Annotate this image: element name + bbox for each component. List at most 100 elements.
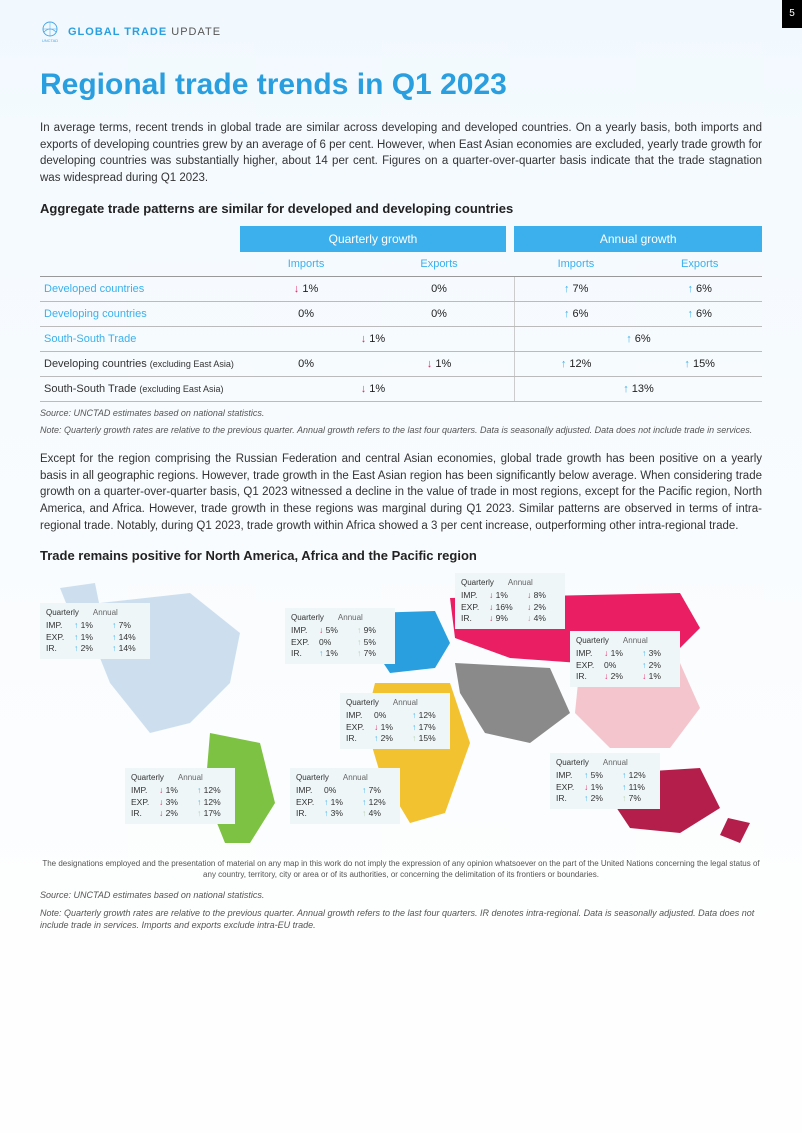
arrow-up-icon: ↑ xyxy=(687,308,693,320)
arrow-up-icon: ↑ xyxy=(74,643,78,653)
row-label: Developed countries xyxy=(40,276,240,301)
aggregate-trade-table: Quarterly growth Annual growth Imports E… xyxy=(40,226,762,402)
page-number-tab: 5 xyxy=(782,0,802,28)
arrow-up-icon: ↑ xyxy=(622,793,626,803)
arrow-up-icon: ↑ xyxy=(197,785,201,795)
arrow-down-icon: ↓ xyxy=(489,613,493,623)
page: 5 UNCTAD GLOBAL TRADE UPDATE Regional tr… xyxy=(0,0,802,1133)
arrow-down-icon: ↓ xyxy=(361,333,367,345)
row-label: Developing countries (excluding East Asi… xyxy=(40,351,240,376)
region-callout-south-america: QuarterlyAnnualIMP.↓ 1%↑ 12%EXP.↓ 3%↑ 12… xyxy=(125,768,235,824)
map-heading: Trade remains positive for North America… xyxy=(40,548,762,563)
callout-col-annual: Annual xyxy=(338,612,363,623)
arrow-down-icon: ↓ xyxy=(489,590,493,600)
arrow-down-icon: ↓ xyxy=(527,613,531,623)
table-row: South-South Trade (excluding East Asia)↓… xyxy=(40,376,762,401)
table-source: Source: UNCTAD estimates based on nation… xyxy=(40,408,762,420)
arrow-up-icon: ↑ xyxy=(357,648,361,658)
arrow-down-icon: ↓ xyxy=(642,671,646,681)
q-imports-cell: 0% xyxy=(240,301,372,326)
imp-label: IMP. xyxy=(131,785,153,797)
callout-col-annual: Annual xyxy=(623,635,648,646)
arrow-up-icon: ↑ xyxy=(112,620,116,630)
arrow-down-icon: ↓ xyxy=(361,383,367,395)
imp-label: IMP. xyxy=(576,648,598,660)
a-exports-cell: ↑ 6% xyxy=(637,276,762,301)
table-row: Developing countries (excluding East Asi… xyxy=(40,351,762,376)
col-group-quarterly: Quarterly growth xyxy=(240,226,506,252)
callout-col-quarterly: Quarterly xyxy=(576,635,609,646)
exp-label: EXP. xyxy=(576,660,598,672)
arrow-up-icon: ↑ xyxy=(362,808,366,818)
callout-col-quarterly: Quarterly xyxy=(131,772,164,783)
page-title: Regional trade trends in Q1 2023 xyxy=(40,68,762,102)
region-callout-mideast-sasia: QuarterlyAnnualIMP.0%↑ 12%EXP.↓ 1%↑ 17%I… xyxy=(340,693,450,749)
arrow-up-icon: ↑ xyxy=(564,283,570,295)
callout-col-quarterly: Quarterly xyxy=(291,612,324,623)
a-imports-cell: ↑ 7% xyxy=(514,276,637,301)
un-emblem-icon xyxy=(40,20,60,38)
subcol-a-imports: Imports xyxy=(514,252,637,277)
exp-label: EXP. xyxy=(296,797,318,809)
regional-trade-map: QuarterlyAnnualIMP.↑ 1%↑ 7%EXP.↑ 1%↑ 14%… xyxy=(40,573,760,853)
arrow-up-icon: ↑ xyxy=(642,648,646,658)
table-row: Developed countries↓ 1%0%↑ 7%↑ 6% xyxy=(40,276,762,301)
exp-label: EXP. xyxy=(131,797,153,809)
a-exports-cell: ↑ 6% xyxy=(637,301,762,326)
arrow-down-icon: ↓ xyxy=(159,808,163,818)
imp-label: IMP. xyxy=(461,590,483,602)
ir-label: IR. xyxy=(346,733,368,745)
annual-cell: ↑ 13% xyxy=(514,376,762,401)
imp-label: IMP. xyxy=(346,710,368,722)
arrow-down-icon: ↓ xyxy=(374,722,378,732)
arrow-up-icon: ↑ xyxy=(564,308,570,320)
q-imports-cell: 0% xyxy=(240,351,372,376)
arrow-up-icon: ↑ xyxy=(584,793,588,803)
ir-label: IR. xyxy=(461,613,483,625)
callout-col-quarterly: Quarterly xyxy=(296,772,329,783)
arrow-down-icon: ↓ xyxy=(527,602,531,612)
subcol-a-exports: Exports xyxy=(637,252,762,277)
q-exports-cell: 0% xyxy=(372,276,506,301)
callout-col-annual: Annual xyxy=(93,607,118,618)
table-heading: Aggregate trade patterns are similar for… xyxy=(40,201,762,216)
a-exports-cell: ↑ 15% xyxy=(637,351,762,376)
exp-label: EXP. xyxy=(556,782,578,794)
ir-label: IR. xyxy=(556,793,578,805)
arrow-up-icon: ↑ xyxy=(412,733,416,743)
brand-light: UPDATE xyxy=(167,26,221,38)
q-exports-cell: 0% xyxy=(372,301,506,326)
region-callout-europe: QuarterlyAnnualIMP.↓ 5%↑ 9%EXP.0%↑ 5%IR.… xyxy=(285,608,395,664)
arrow-up-icon: ↑ xyxy=(623,383,629,395)
imp-label: IMP. xyxy=(291,625,313,637)
arrow-down-icon: ↓ xyxy=(427,358,433,370)
arrow-up-icon: ↑ xyxy=(626,333,632,345)
table-row: South-South Trade↓ 1%↑ 6% xyxy=(40,326,762,351)
exp-label: EXP. xyxy=(46,632,68,644)
q-exports-cell: ↓ 1% xyxy=(372,351,506,376)
arrow-up-icon: ↑ xyxy=(357,625,361,635)
arrow-up-icon: ↑ xyxy=(324,797,328,807)
ir-label: IR. xyxy=(576,671,598,683)
arrow-up-icon: ↑ xyxy=(362,785,366,795)
region-callout-russia-casia: QuarterlyAnnualIMP.↓ 1%↓ 8%EXP.↓ 16%↓ 2%… xyxy=(455,573,565,629)
callout-col-quarterly: Quarterly xyxy=(346,697,379,708)
arrow-up-icon: ↑ xyxy=(197,808,201,818)
arrow-up-icon: ↑ xyxy=(74,620,78,630)
arrow-up-icon: ↑ xyxy=(319,648,323,658)
row-label: South-South Trade (excluding East Asia) xyxy=(40,376,240,401)
arrow-down-icon: ↓ xyxy=(294,283,300,295)
arrow-down-icon: ↓ xyxy=(527,590,531,600)
col-group-annual: Annual growth xyxy=(514,226,762,252)
row-label: Developing countries xyxy=(40,301,240,326)
logo-caption: UNCTAD xyxy=(42,39,58,43)
region-callout-east-asia: QuarterlyAnnualIMP.↓ 1%↑ 3%EXP.0%↑ 2%IR.… xyxy=(570,631,680,687)
arrow-down-icon: ↓ xyxy=(159,785,163,795)
quarterly-cell: ↓ 1% xyxy=(240,376,506,401)
arrow-up-icon: ↑ xyxy=(357,637,361,647)
row-label: South-South Trade xyxy=(40,326,240,351)
arrow-up-icon: ↑ xyxy=(74,632,78,642)
exp-label: EXP. xyxy=(346,722,368,734)
callout-col-annual: Annual xyxy=(603,757,628,768)
callout-col-annual: Annual xyxy=(343,772,368,783)
